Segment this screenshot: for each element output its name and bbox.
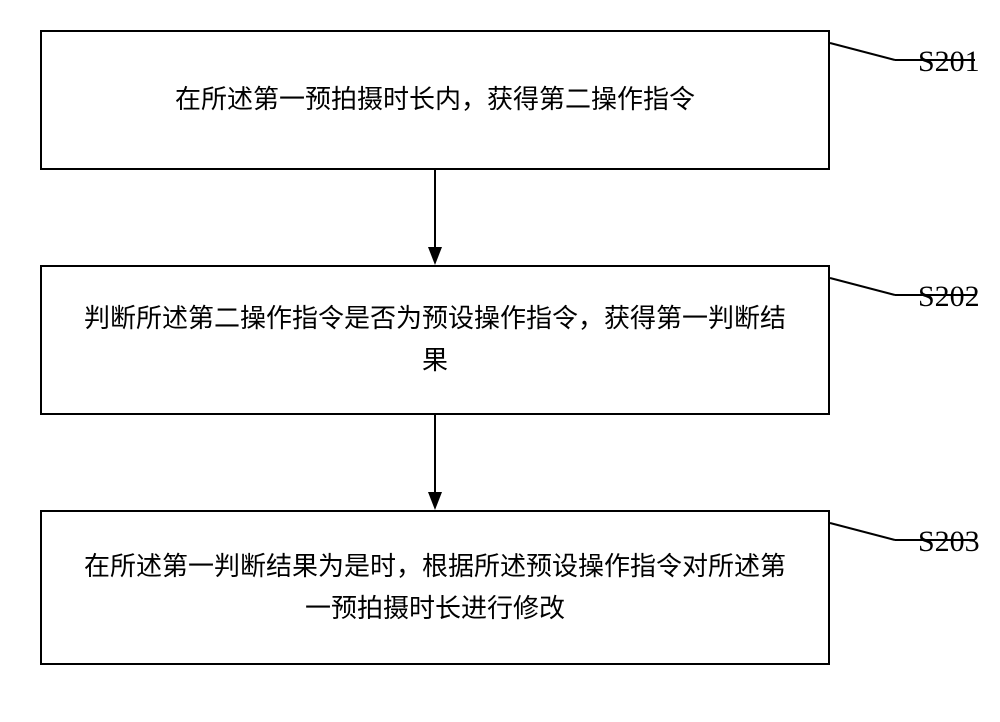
connectors-svg [0, 0, 1000, 722]
